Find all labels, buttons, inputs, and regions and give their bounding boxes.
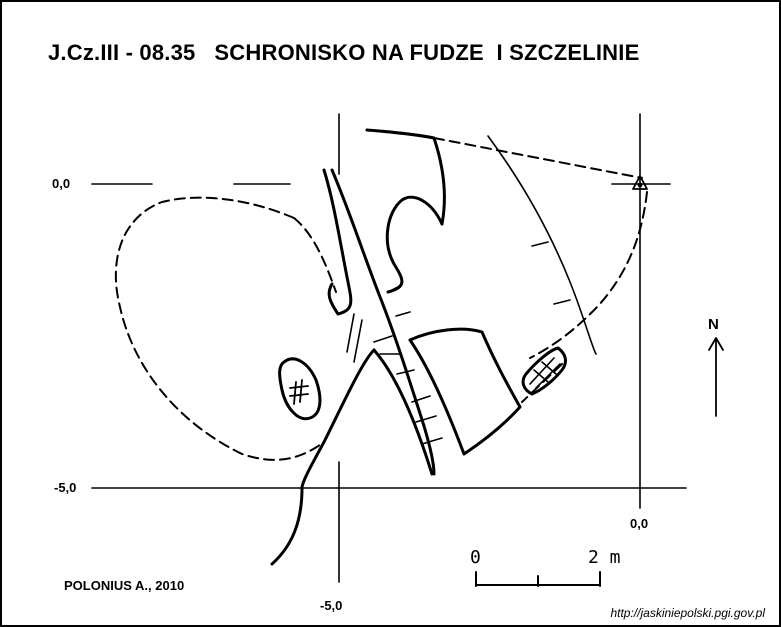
shelter-east-outline [529,191,648,359]
fissure-west-wall [322,168,353,316]
grid-lines [91,113,687,583]
main-chamber-east-outline [293,217,337,293]
grid-label-y-top: 0,0 [52,176,71,191]
collapse-block-outline [521,346,567,396]
scale-end-label: 2 m [588,547,621,568]
upper-pillar [385,195,444,294]
solid-walls [270,128,597,566]
shelter-lower-outline [521,363,563,403]
grid-label-x-right: 0,0 [630,516,649,531]
grid-label-x-left: -5,0 [320,598,343,613]
north-arrow-icon [708,337,724,417]
upper-wall-arc [365,128,446,226]
dashed-outlines [114,137,648,461]
source-url[interactable]: http://jaskiniepolski.pgi.gov.pl [610,606,765,620]
collapse-hash-mark [529,357,561,389]
wall-hachures [346,241,571,445]
shelter-roof-outline [433,137,643,179]
main-chamber-outline [114,196,325,461]
debris-block-outline [278,357,322,421]
author-credit: POLONIUS A., 2010 [64,578,185,593]
lower-block [408,327,522,456]
fissure-east-wall [330,168,436,476]
fissure-left-wall [270,348,376,566]
scale-bar [475,571,601,587]
debris-hash-mark [289,379,309,405]
scale-start-label: 0 [470,547,481,568]
lower-chamber-wall [372,348,434,476]
east-slope-line [487,135,597,355]
north-label: N [708,316,719,333]
grid-label-y-bottom: -5,0 [54,480,77,495]
survey-station-icon [632,175,648,190]
page-title: J.Cz.III - 08.35 SCHRONISKO NA FUDZE I S… [48,40,640,65]
